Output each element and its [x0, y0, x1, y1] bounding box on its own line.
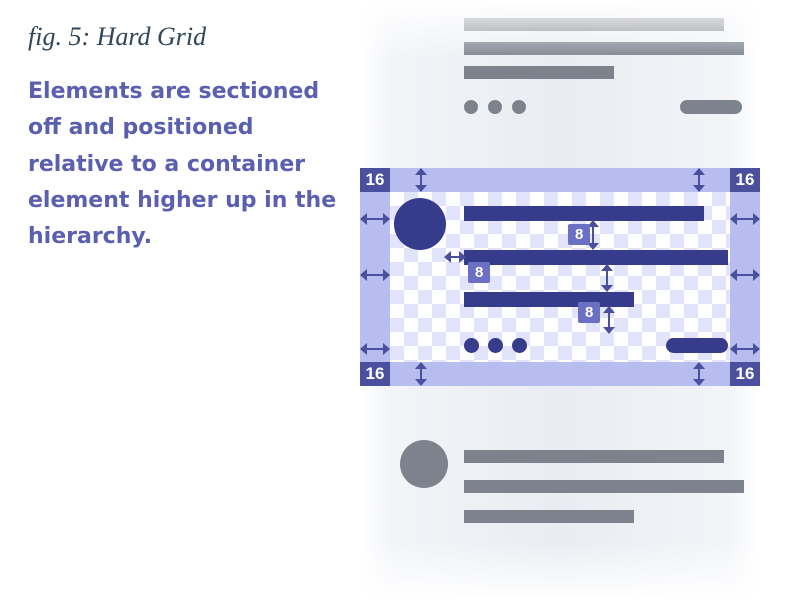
skeleton-dot: [512, 338, 527, 353]
gap-arrow-v: [602, 306, 616, 334]
skeleton-dot: [464, 338, 479, 353]
avatar-placeholder: [400, 440, 448, 488]
gap-arrow-v: [600, 264, 614, 292]
padding-arrow-h: [360, 342, 390, 356]
padding-label-tr: 16: [730, 168, 760, 192]
padding-arrow-v: [692, 362, 706, 386]
skeleton-line: [464, 206, 704, 221]
avatar-placeholder: [394, 198, 446, 250]
padding-label-br: 16: [730, 362, 760, 386]
padding-arrow-h: [360, 212, 390, 226]
gap-label: 8: [468, 262, 490, 283]
padding-arrow-h: [730, 268, 760, 282]
skeleton-pill: [666, 338, 728, 353]
padding-arrow-v: [414, 168, 428, 192]
padding-arrow-v: [414, 362, 428, 386]
skeleton-dot: [464, 100, 478, 114]
skeleton-line: [464, 42, 744, 55]
padding-arrow-h: [730, 212, 760, 226]
skeleton-pill: [680, 100, 742, 114]
padding-label-tl: 16: [360, 168, 390, 192]
skeleton-dot: [488, 338, 503, 353]
padding-arrow-v: [692, 168, 706, 192]
gap-arrow-h: [444, 250, 466, 264]
figure-body: Elements are sectioned off and positione…: [28, 74, 338, 255]
skeleton-line: [464, 250, 728, 265]
skeleton-line: [464, 450, 724, 463]
skeleton-line: [464, 292, 634, 307]
padding-label-bl: 16: [360, 362, 390, 386]
gap-label: 8: [578, 302, 600, 323]
skeleton-dot: [488, 100, 502, 114]
padding-arrow-h: [360, 268, 390, 282]
skeleton-line: [464, 480, 744, 493]
highlighted-inner: 8 8 8: [390, 192, 730, 362]
skeleton-line: [464, 18, 724, 31]
mockup-panel: 16 16 16 16 8 8: [360, 0, 760, 600]
gap-label: 8: [568, 224, 590, 245]
figure-title: fig. 5: Hard Grid: [28, 22, 338, 52]
highlighted-card: 16 16 16 16 8 8: [360, 168, 760, 386]
skeleton-dot: [512, 100, 526, 114]
padding-arrow-h: [730, 342, 760, 356]
skeleton-line: [464, 66, 614, 79]
skeleton-line: [464, 510, 634, 523]
